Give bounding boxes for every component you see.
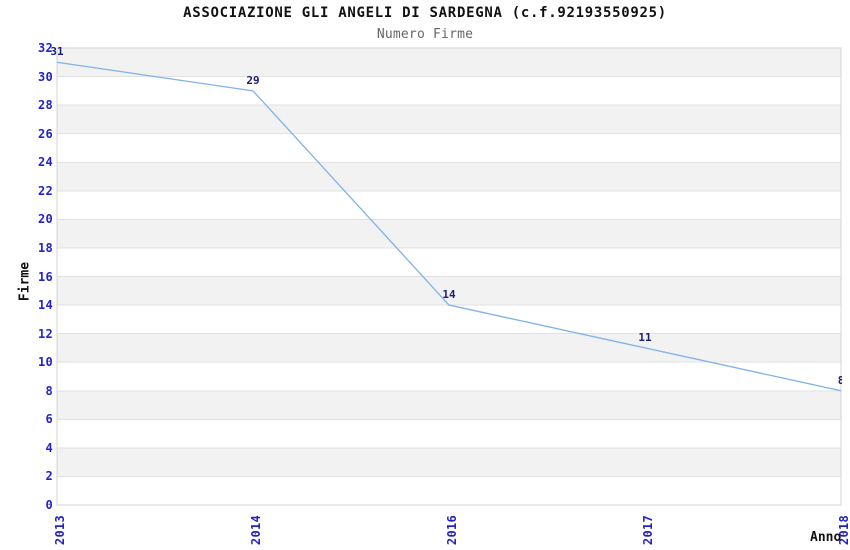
plot-border [56,47,842,506]
y-tick-label: 32 [37,41,53,55]
y-axis-title: Firme [17,261,33,302]
y-tick-label: 8 [45,383,53,398]
grid-band [57,162,841,191]
y-tick-label: 22 [37,183,53,198]
y-tick-label: 16 [37,269,53,284]
grid-band [57,390,841,420]
grid-band [57,48,841,77]
y-tick-label: 12 [37,326,53,341]
data-point-label: 8 [837,373,842,387]
y-tick-label: 14 [37,298,53,313]
grid-band [57,333,841,363]
y-tick-label: 4 [45,440,53,455]
y-tick-label: 20 [37,212,53,227]
chart-subtitle: Numero Firme [376,27,474,42]
y-tick-label: 10 [37,355,53,370]
y-tick-label: 28 [37,98,53,113]
grid-band [57,276,841,306]
y-tick-label: 30 [37,69,53,84]
grid-band [57,447,841,477]
y-tick-label: 6 [45,412,53,427]
data-point-label: 31 [50,45,64,59]
x-axis-title: Anno [810,530,842,545]
grid-band [57,219,841,248]
y-tick-label: 2 [45,469,53,484]
data-point-label: 14 [442,288,456,302]
y-tick-label: 18 [37,240,53,255]
grid-band [57,105,841,134]
chart-title: ASSOCIAZIONE GLI ANGELI DI SARDEGNA (c.f… [183,5,667,21]
data-point-label: 11 [638,330,652,344]
y-tick-label: 26 [37,126,53,141]
line-series [56,61,842,392]
y-tick-label: 0 [45,498,53,512]
data-point-label: 29 [246,73,260,87]
y-tick-label: 24 [37,155,53,170]
